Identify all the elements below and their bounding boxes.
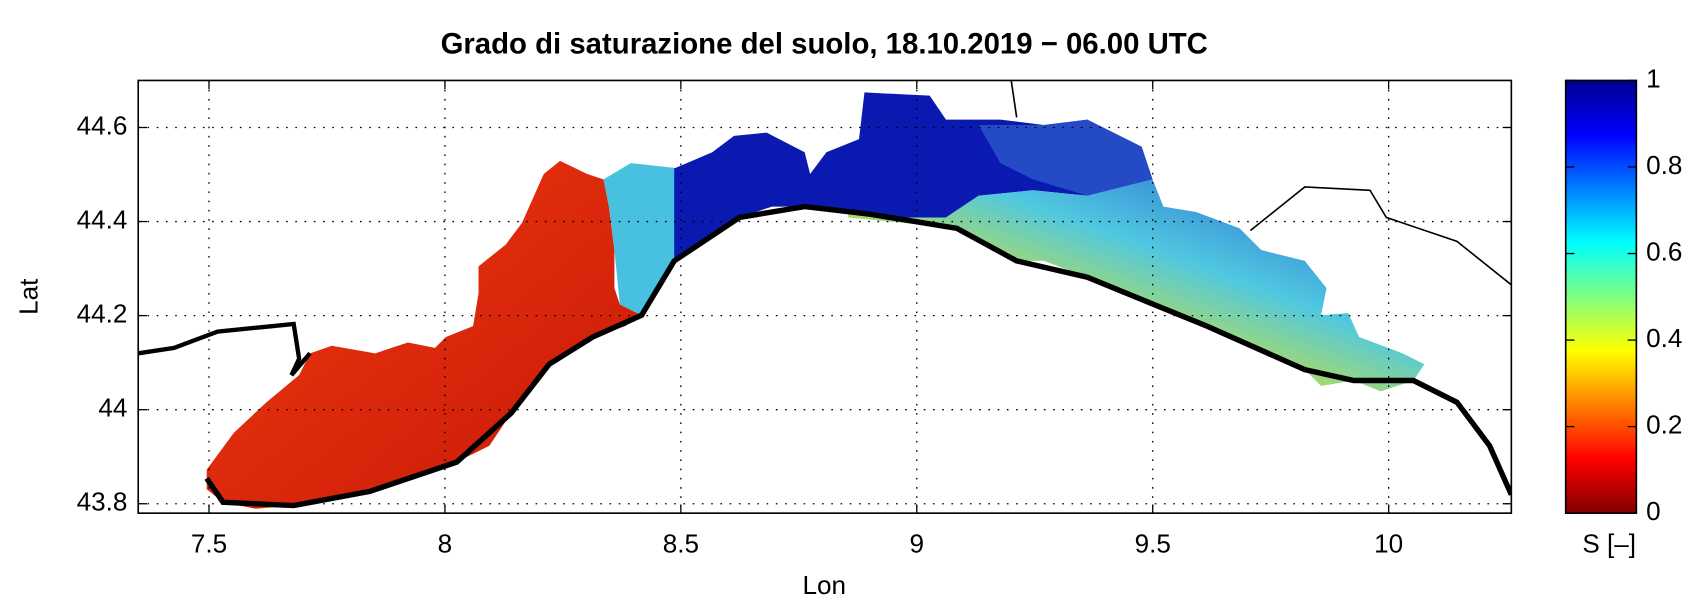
colorbar-label: S [–] bbox=[1582, 529, 1636, 559]
colorbar-tick-label: 0 bbox=[1646, 496, 1661, 526]
region-east bbox=[848, 179, 1425, 392]
y-tick-label: 43.8 bbox=[77, 487, 128, 517]
x-tick-label: 8.5 bbox=[663, 529, 699, 559]
colorbar-tick-label: 0.8 bbox=[1646, 150, 1682, 180]
plot-frame bbox=[137, 79, 1513, 514]
chart-title: Grado di saturazione del suolo, 18.10.20… bbox=[441, 27, 1208, 60]
colorbar bbox=[1564, 79, 1638, 514]
y-tick-label: 44.4 bbox=[77, 204, 128, 234]
map bbox=[138, 80, 1512, 509]
y-tick-label: 44.6 bbox=[77, 110, 128, 140]
x-tick-label: 9.5 bbox=[1135, 529, 1171, 559]
y-axis-label: Lat bbox=[13, 278, 43, 315]
colorbar-tick-label: 0.4 bbox=[1646, 323, 1682, 353]
coastline bbox=[204, 203, 1512, 509]
colorbar-tick-label: 0.2 bbox=[1646, 410, 1682, 440]
x-axis-label: Lon bbox=[802, 570, 846, 600]
region-blue-inland bbox=[978, 119, 1153, 196]
x-tick-label: 9 bbox=[910, 529, 925, 559]
colorbar-tick-label: 1 bbox=[1646, 63, 1661, 93]
x-tick-label: 8 bbox=[438, 529, 453, 559]
border bbox=[1010, 80, 1018, 118]
y-tick-label: 44.2 bbox=[77, 299, 128, 329]
border bbox=[138, 321, 312, 377]
border bbox=[1249, 186, 1512, 286]
colorbar-tick-label: 0.6 bbox=[1646, 236, 1682, 266]
x-tick-label: 7.5 bbox=[191, 529, 227, 559]
region-west bbox=[206, 160, 642, 509]
x-tick-label: 10 bbox=[1374, 529, 1403, 559]
y-tick-label: 44 bbox=[98, 393, 127, 423]
region-cyan bbox=[603, 163, 680, 316]
